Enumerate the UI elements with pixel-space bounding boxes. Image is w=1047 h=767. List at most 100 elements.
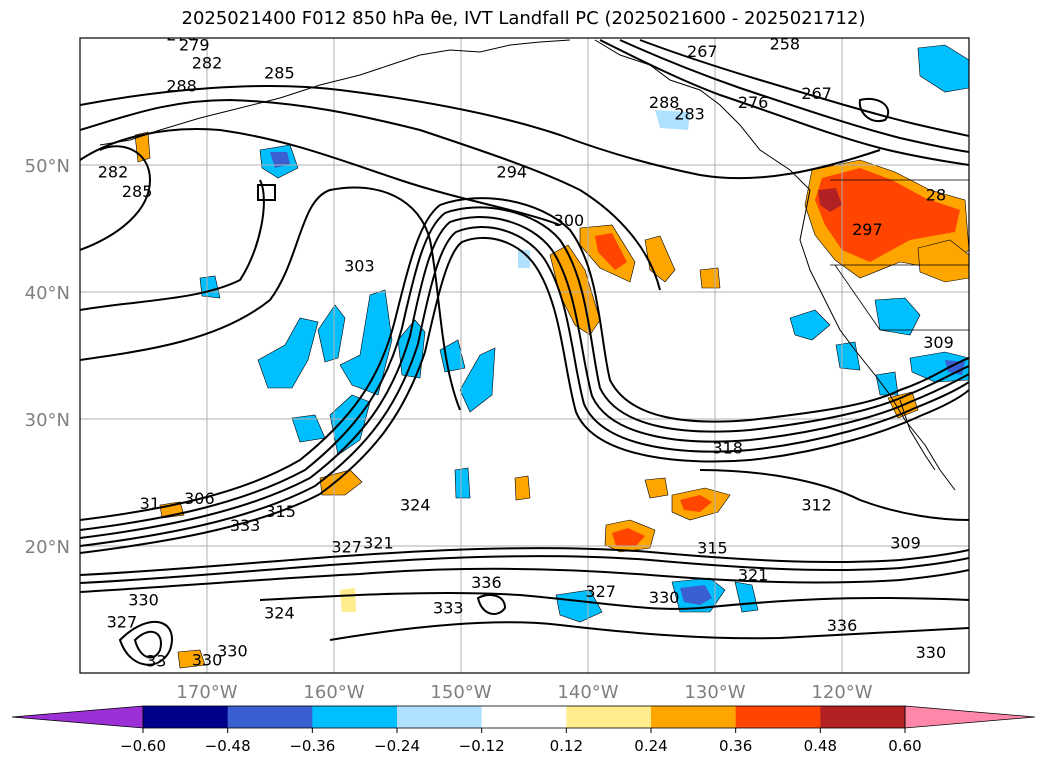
positive-anomaly-west-coast-core	[815, 168, 960, 262]
colorbar-segment	[143, 706, 229, 728]
contour-label: 309	[923, 333, 954, 352]
latitude-label: 50°N	[25, 156, 70, 177]
contour-label: 285	[122, 182, 153, 201]
negative-anomaly-sw-band	[257, 317, 319, 389]
colorbar-extend-min	[11, 705, 144, 729]
negative-anomaly-subtropic-1-core	[680, 585, 712, 605]
colorbar-tick-label: −0.36	[289, 737, 335, 755]
aleutian-coastline	[99, 54, 421, 146]
colorbar-segment	[481, 706, 567, 728]
contour-label: 303	[344, 257, 375, 276]
latitude-labels: 50°N 40°N 30°N 20°N	[25, 156, 70, 558]
positive-anomaly-subtropic-2-core	[612, 528, 645, 546]
map-frame	[79, 37, 970, 674]
map-background	[80, 38, 969, 673]
contour-line	[80, 98, 661, 291]
colorbar-segment	[227, 706, 313, 728]
contour-line	[80, 145, 152, 251]
contour-line	[118, 621, 173, 666]
contour-line	[80, 567, 969, 593]
longitude-label: 170°W	[176, 682, 237, 703]
positive-anomaly-small-5	[699, 267, 721, 289]
contour-line	[599, 39, 969, 166]
positive-anomaly-small-4	[177, 649, 206, 669]
colorbar-tick-label: 0.24	[634, 737, 667, 755]
contour-label: 270	[166, 26, 197, 45]
contour-label: 267	[801, 84, 832, 103]
latitude-label: 30°N	[25, 410, 70, 431]
negative-anomaly-sw-band-8	[459, 347, 496, 413]
contour-label: 315	[265, 502, 296, 521]
positive-anomaly-subtropic-3	[644, 477, 669, 499]
theta-e-contours	[80, 39, 969, 666]
negative-anomaly-small-4	[655, 110, 690, 130]
contour-labels: 2702792822852882822852943003032582672672…	[98, 26, 954, 671]
contour-line	[80, 179, 265, 311]
colorbar: −0.60 −0.48 −0.36 −0.24 −0.12 0.12 0.24 0.36 0.4…	[11, 705, 1036, 755]
contour-label: 336	[827, 616, 858, 635]
contour-line	[80, 236, 969, 554]
contour-label: 282	[98, 163, 129, 182]
negative-anomaly-california-2	[789, 309, 831, 341]
colorbar-tick-label: −0.60	[120, 737, 166, 755]
longitude-label: 130°W	[684, 682, 745, 703]
contour-line	[133, 630, 162, 659]
contour-line	[699, 469, 969, 521]
contour-line	[80, 128, 561, 226]
positive-anomaly-small-6	[340, 588, 356, 612]
contour-label: 330	[192, 650, 223, 669]
negative-anomaly-northeast	[917, 44, 969, 93]
coastlines	[99, 39, 969, 491]
contour-label: 300	[554, 211, 585, 230]
longitude-label: 140°W	[557, 682, 618, 703]
negative-anomaly-california	[874, 297, 921, 336]
state-border	[830, 179, 969, 331]
colorbar-tick-label: 0.12	[550, 737, 583, 755]
contour-label: 318	[712, 438, 743, 457]
contour-line	[259, 591, 969, 610]
colorbar-frame	[142, 705, 906, 729]
contour-label: 285	[264, 64, 295, 83]
colorbar-extend-max	[904, 705, 1036, 729]
longitude-labels: 170°W 160°W 150°W 140°W 130°W 120°W	[176, 682, 872, 703]
contour-line	[80, 547, 969, 576]
latitude-label: 20°N	[25, 537, 70, 558]
negative-anomaly-small-3	[518, 250, 530, 268]
ivt-pc-shading	[134, 44, 969, 669]
negative-anomaly-sw-band-2	[317, 304, 346, 363]
contour-line	[639, 39, 969, 137]
north-america-coastline	[594, 39, 956, 491]
negative-anomaly-subtropic-2	[555, 589, 603, 623]
contour-label: 327	[331, 537, 362, 556]
contour-label: 282	[192, 53, 223, 72]
contour-label: 330	[649, 588, 680, 607]
contour-line	[257, 184, 276, 201]
contour-line	[80, 197, 969, 521]
contour-label: 258	[770, 34, 801, 53]
contour-label: 330	[128, 591, 159, 610]
contour-label: 327	[107, 612, 138, 631]
contour-label: 31	[140, 494, 160, 513]
contour-label: 288	[166, 76, 197, 95]
contour-label: 330	[916, 643, 947, 662]
contour-label: 306	[184, 489, 215, 508]
positive-anomaly-east-pac-core	[595, 233, 627, 270]
colorbar-segment	[735, 706, 821, 728]
contour-label: 327	[585, 582, 616, 601]
contour-label: 321	[738, 565, 769, 584]
contour-label: 309	[890, 534, 921, 553]
colorbar-segment	[820, 706, 906, 728]
longitude-label: 160°W	[303, 682, 364, 703]
colorbar-segment	[651, 706, 737, 728]
colorbar-tick-label: −0.12	[459, 737, 505, 755]
colorbar-segment	[312, 706, 398, 728]
contour-line	[80, 206, 969, 531]
negative-anomaly-socal	[909, 351, 969, 383]
contour-label: 333	[433, 598, 464, 617]
negative-anomaly-small-2	[454, 467, 471, 499]
contour-label: 330	[217, 641, 248, 660]
contour-label: 33	[146, 652, 166, 671]
contour-line	[80, 84, 881, 180]
positive-anomaly-small-1	[514, 475, 531, 501]
negative-anomaly-coastal-2	[875, 371, 899, 396]
